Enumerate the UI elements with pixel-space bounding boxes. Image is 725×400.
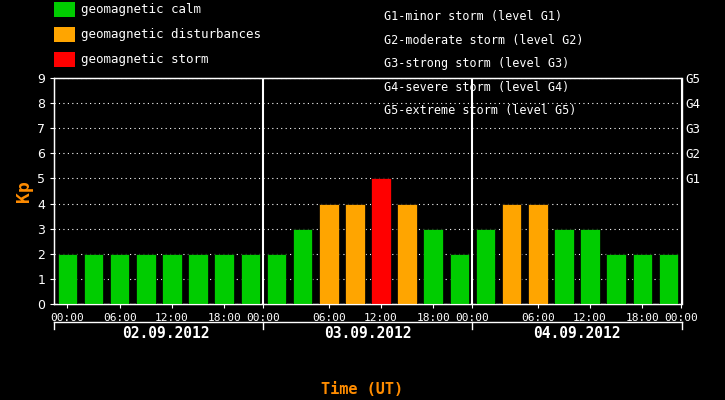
Text: geomagnetic calm: geomagnetic calm: [81, 4, 202, 16]
Bar: [267, 254, 286, 304]
Bar: [58, 254, 78, 304]
Bar: [450, 254, 469, 304]
Text: geomagnetic disturbances: geomagnetic disturbances: [81, 28, 261, 41]
Bar: [162, 254, 182, 304]
Bar: [423, 229, 443, 304]
Bar: [606, 254, 626, 304]
Bar: [580, 229, 600, 304]
Bar: [136, 254, 156, 304]
Bar: [397, 204, 417, 304]
Text: 03.09.2012: 03.09.2012: [324, 326, 412, 342]
Text: G1-minor storm (level G1): G1-minor storm (level G1): [384, 10, 563, 23]
Text: Time (UT): Time (UT): [321, 382, 404, 398]
Bar: [215, 254, 234, 304]
Bar: [554, 229, 573, 304]
Text: G2-moderate storm (level G2): G2-moderate storm (level G2): [384, 34, 584, 47]
Bar: [84, 254, 104, 304]
Bar: [110, 254, 130, 304]
Text: 04.09.2012: 04.09.2012: [533, 326, 621, 342]
Y-axis label: Kp: Kp: [15, 180, 33, 202]
Text: G4-severe storm (level G4): G4-severe storm (level G4): [384, 81, 570, 94]
Bar: [241, 254, 260, 304]
Text: G3-strong storm (level G3): G3-strong storm (level G3): [384, 57, 570, 70]
Bar: [528, 204, 547, 304]
Text: G5-extreme storm (level G5): G5-extreme storm (level G5): [384, 104, 576, 118]
Text: 02.09.2012: 02.09.2012: [122, 326, 210, 342]
Bar: [188, 254, 208, 304]
Bar: [345, 204, 365, 304]
Text: geomagnetic storm: geomagnetic storm: [81, 53, 209, 66]
Bar: [476, 229, 495, 304]
Bar: [658, 254, 678, 304]
Bar: [632, 254, 652, 304]
Bar: [502, 204, 521, 304]
Bar: [293, 229, 312, 304]
Bar: [319, 204, 339, 304]
Bar: [371, 178, 391, 304]
